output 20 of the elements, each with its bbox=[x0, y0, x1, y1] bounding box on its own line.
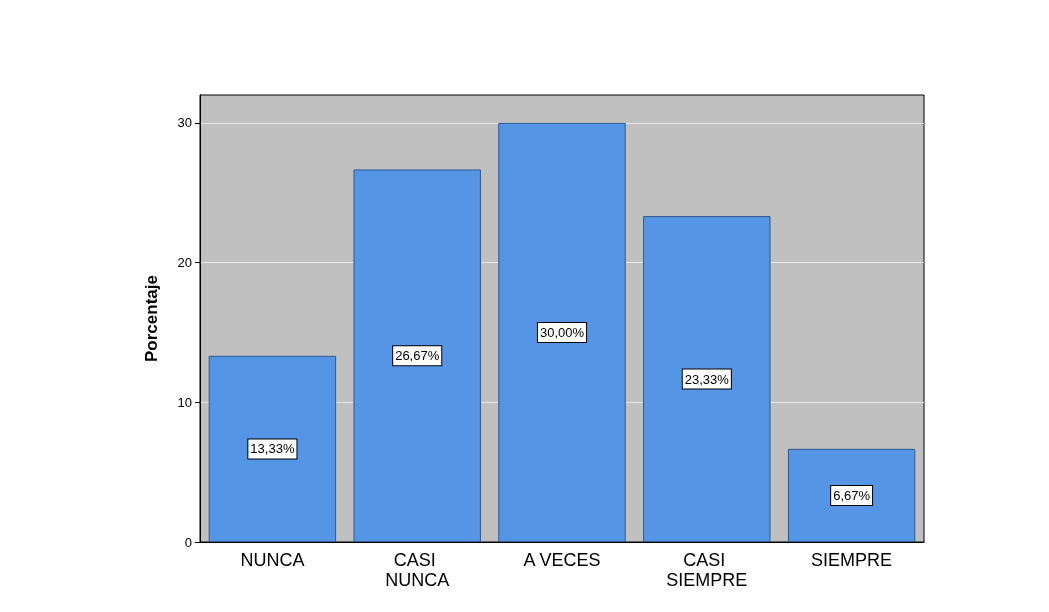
x-tick-label: SIEMPRE bbox=[811, 550, 893, 570]
bar bbox=[787, 448, 916, 542]
bar bbox=[353, 169, 481, 542]
y-tick-label: 20 bbox=[177, 255, 192, 271]
x-tick-label: NUNCA bbox=[240, 550, 305, 570]
bar bbox=[498, 122, 626, 542]
y-tick-label: 30 bbox=[177, 115, 192, 131]
data-label: 30,00% bbox=[539, 324, 585, 340]
x-tick-label: CASI NUNCA bbox=[385, 550, 450, 590]
data-label: 26,67% bbox=[395, 348, 440, 364]
data-label: 23,33% bbox=[684, 371, 730, 387]
bar bbox=[643, 216, 771, 542]
x-tick-label: CASI SIEMPRE bbox=[666, 550, 748, 590]
data-label: 6,67% bbox=[833, 487, 871, 503]
data-label: 13,33% bbox=[250, 441, 295, 457]
bar bbox=[208, 355, 337, 542]
x-tick-label: A VECES bbox=[523, 550, 601, 570]
y-tick-label: 0 bbox=[184, 534, 192, 550]
y-tick-label: 10 bbox=[177, 394, 192, 410]
y-axis-title: Porcentaje bbox=[142, 275, 161, 362]
